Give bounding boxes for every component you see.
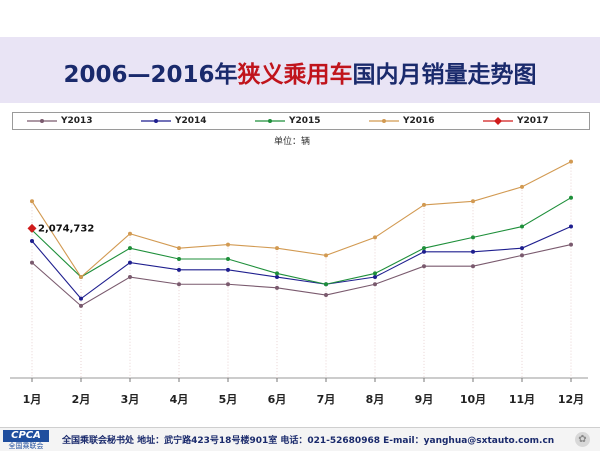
data-point-y2013 [324, 293, 328, 298]
x-tick-label: 10月 [460, 393, 486, 406]
data-point-y2014 [177, 267, 181, 272]
x-tick-label: 9月 [415, 393, 434, 406]
data-point-y2016 [422, 202, 426, 207]
x-tick-label: 11月 [509, 393, 535, 406]
data-point-y2014 [520, 246, 524, 251]
title-band [0, 37, 600, 103]
x-tick-label: 8月 [366, 393, 385, 406]
data-point-y2016 [30, 199, 34, 204]
data-point-y2017 [27, 223, 37, 233]
data-point-y2015 [373, 271, 377, 276]
series-line-y2015 [31, 197, 572, 285]
legend-label: Y2014 [175, 116, 207, 126]
data-point-y2014 [30, 238, 34, 243]
unit-label: 单位：辆 [274, 137, 311, 147]
data-point-y2015 [422, 246, 426, 251]
data-point-y2016 [177, 246, 181, 251]
data-point-y2014 [373, 275, 377, 280]
legend-swatch [483, 117, 513, 125]
data-point-y2016 [520, 184, 524, 189]
legend-label: Y2013 [61, 116, 93, 126]
title-highlight: 狭义乘用车 [237, 62, 353, 88]
data-point-y2013 [471, 264, 475, 269]
data-point-y2015 [226, 257, 230, 261]
series-line-y2014 [31, 226, 572, 300]
data-point-y2015 [324, 282, 328, 287]
legend-swatch [255, 119, 285, 123]
line-chart: 1月 2月 3月 4月 5月 6月 7月 8月 9月 10月 11月 12月 2,074,732 [10, 159, 588, 406]
legend-swatch [369, 119, 399, 123]
data-point-y2013 [422, 264, 426, 269]
data-point-y2015 [471, 235, 475, 240]
data-point-y2013 [226, 282, 230, 287]
x-tick-label: 3月 [121, 393, 140, 406]
x-tick-label: 1月 [23, 393, 42, 406]
legend-item-y2013: Y2013 [27, 114, 93, 128]
data-point-y2014 [275, 275, 279, 280]
series-line-y2016 [31, 161, 572, 278]
legend-label: Y2017 [517, 116, 549, 126]
legend-item-y2014: Y2014 [141, 114, 207, 128]
title-suffix: 国内月销量走势图 [352, 62, 537, 88]
data-point-y2014 [79, 296, 83, 301]
data-point-y2016 [324, 253, 328, 258]
cpca-logo: CPCA 全国乘联会 [3, 430, 49, 450]
data-point-y2014 [422, 249, 426, 254]
legend-item-y2017: Y2017 [483, 114, 549, 128]
legend-label: Y2016 [403, 116, 435, 126]
footer-bar: CPCA 全国乘联会 全国乘联会秘书处 地址：武宁路423号18号楼901室 电… [0, 427, 600, 451]
data-label: 2,074,732 [38, 223, 94, 234]
data-point-y2014 [471, 249, 475, 254]
logo-subtext: 全国乘联会 [8, 442, 44, 450]
data-point-y2015 [177, 257, 181, 261]
legend-swatch [27, 119, 57, 123]
data-point-y2013 [79, 303, 83, 308]
data-point-y2015 [275, 271, 279, 276]
data-point-y2013 [569, 242, 573, 247]
chart-title: 2006—2016年狭义乘用车国内月销量走势图 [0, 55, 600, 89]
x-tick-label: 2月 [72, 393, 91, 406]
data-point-y2016 [569, 159, 573, 164]
chart-legend: Y2013 Y2014 Y2015 Y2016 Y2017 [12, 112, 590, 130]
x-tick-label: 12月 [558, 393, 584, 406]
data-point-y2013 [275, 285, 279, 290]
data-point-y2016 [79, 275, 83, 280]
x-tick-label: 6月 [268, 393, 287, 406]
legend-label: Y2015 [289, 116, 321, 126]
legend-item-y2016: Y2016 [369, 114, 435, 128]
data-point-y2013 [373, 282, 377, 287]
data-point-y2016 [275, 246, 279, 251]
data-point-y2016 [128, 231, 132, 236]
x-tick-label: 5月 [219, 393, 238, 406]
footer-contact-text: 全国乘联会秘书处 地址：武宁路423号18号楼901室 电话：021-52680… [62, 436, 555, 446]
chat-bubble-icon: ✿ [575, 432, 590, 447]
data-point-y2013 [177, 282, 181, 287]
data-point-y2015 [569, 195, 573, 200]
data-point-y2014 [226, 267, 230, 272]
legend-item-y2015: Y2015 [255, 114, 321, 128]
data-point-y2013 [128, 275, 132, 280]
data-point-y2014 [569, 224, 573, 229]
data-point-y2013 [30, 260, 34, 265]
title-prefix: 2006—2016年 [63, 62, 238, 88]
x-tick-label: 7月 [317, 393, 336, 406]
data-point-y2015 [520, 224, 524, 229]
legend-swatch [141, 119, 171, 123]
data-point-y2016 [373, 235, 377, 240]
data-point-y2013 [520, 253, 524, 258]
x-tick-label: 4月 [170, 393, 189, 406]
data-point-y2014 [128, 260, 132, 265]
series-line-y2013 [31, 244, 572, 307]
data-point-y2016 [471, 199, 475, 204]
data-point-y2015 [128, 246, 132, 251]
logo-text: CPCA [3, 430, 49, 442]
data-point-y2016 [226, 242, 230, 247]
